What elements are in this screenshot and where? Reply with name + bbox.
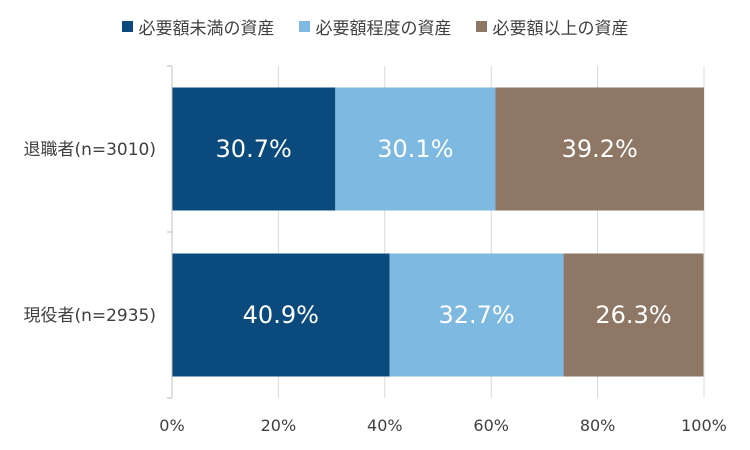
bar-0-2 (495, 87, 704, 211)
x-tick-label-5: 100% (681, 416, 727, 435)
legend-swatch-below-required (121, 21, 133, 32)
data-label-0-1: 30.1% (377, 135, 453, 163)
x-tick-label-3: 60% (473, 416, 509, 435)
data-label-1-1: 32.7% (438, 301, 514, 329)
data-label-0-2: 39.2% (562, 135, 638, 163)
legend-item-about-required: 必要額程度の資産 (298, 14, 452, 39)
legend-label-below-required: 必要額未満の資産 (138, 19, 275, 39)
legend-swatch-above-required (475, 21, 487, 32)
bar-1-2 (563, 253, 704, 377)
x-tick-label-4: 80% (580, 416, 616, 435)
x-tick-label-1: 20% (261, 416, 297, 435)
legend-item-above-required: 必要額以上の資産 (475, 14, 629, 39)
legend-label-above-required: 必要額以上の資産 (492, 19, 629, 39)
category-label-1: 現役者(n=2935) (23, 306, 156, 326)
data-label-1-2: 26.3% (595, 301, 671, 329)
bar-1-0 (172, 253, 390, 377)
bar-0-0 (172, 87, 336, 211)
bar-0-1 (335, 87, 496, 211)
data-label-0-0: 30.7% (216, 135, 292, 163)
legend-swatch-about-required (298, 21, 310, 32)
x-tick-label-2: 40% (367, 416, 403, 435)
legend-item-below-required: 必要額未満の資産 (121, 14, 275, 39)
data-label-1-0: 40.9% (243, 301, 319, 329)
legend-label-about-required: 必要額程度の資産 (315, 19, 452, 39)
x-tick-label-0: 0% (159, 416, 184, 435)
chart-legend: 必要額未満の資産 必要額程度の資産 必要額以上の資産 (0, 14, 750, 39)
category-label-0: 退職者(n=3010) (23, 140, 156, 160)
bar-1-1 (389, 253, 564, 377)
